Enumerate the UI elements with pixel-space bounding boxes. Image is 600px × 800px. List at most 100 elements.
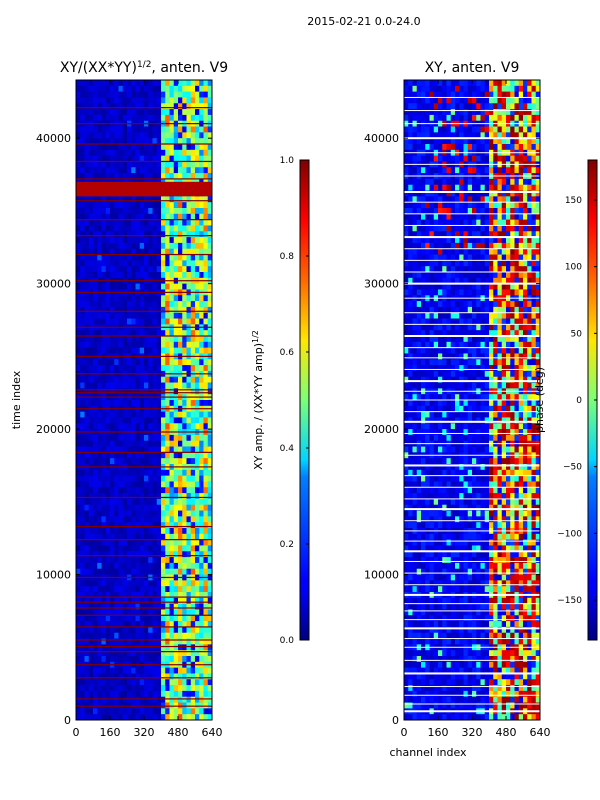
amplitude-cell [161, 80, 166, 87]
amplitude-cell [131, 173, 136, 180]
amplitude-cell [84, 644, 90, 651]
amplitude-cell [182, 202, 187, 209]
phase-cell [484, 126, 490, 133]
amplitude-cell [80, 149, 85, 156]
phase-cell [484, 301, 490, 308]
phase-cell [510, 85, 515, 92]
amplitude-cell [195, 621, 200, 628]
phase-cell [450, 208, 456, 215]
amplitude-cell [110, 446, 115, 453]
amplitude-cell [131, 260, 136, 267]
amplitude-cell [131, 516, 136, 523]
phase-cell [476, 283, 481, 290]
amplitude-cell [161, 597, 166, 604]
amplitude-cell [110, 312, 115, 319]
amplitude-cell [156, 626, 162, 634]
phase-cell [535, 144, 540, 151]
phase-cell [421, 97, 426, 104]
amplitude-cell [161, 132, 166, 139]
amplitude-cell [80, 306, 85, 314]
amplitude-cell [199, 242, 204, 250]
phase-cell [484, 248, 490, 255]
amplitude-cell [156, 248, 162, 255]
amplitude-cell [203, 592, 209, 599]
amplitude-cell [80, 341, 85, 348]
amplitude-cell [182, 673, 187, 680]
amplitude-cell [190, 161, 196, 168]
amplitude-cell [93, 667, 98, 674]
phase-cell [455, 277, 460, 284]
amplitude-cell [178, 487, 183, 494]
amplitude-cell [207, 341, 212, 348]
amplitude-cell [152, 341, 158, 348]
amplitude-cell [199, 359, 204, 366]
amplitude-cell [195, 208, 200, 215]
amplitude-cell [161, 650, 166, 657]
amplitude-cell [161, 656, 166, 663]
amplitude-cell [182, 644, 187, 651]
phase-cell [523, 266, 528, 273]
amplitude-cell [178, 272, 183, 279]
amplitude-cell [207, 632, 212, 639]
amplitude-cell [76, 504, 81, 511]
amplitude-cell [135, 487, 141, 494]
amplitude-cell [195, 679, 200, 686]
amplitude-cell [195, 283, 200, 290]
amplitude-cell [199, 80, 204, 87]
amplitude-cell [173, 650, 179, 657]
amplitude-cell [118, 510, 124, 517]
phase-cell [429, 132, 435, 139]
amplitude-cell [122, 336, 128, 343]
amplitude-cell [165, 97, 170, 104]
phase-cell [412, 126, 418, 133]
amplitude-cell [139, 417, 145, 424]
phase-cell [523, 231, 528, 238]
phase-cell [463, 155, 469, 162]
amplitude-cell [156, 365, 162, 372]
amplitude-cell [195, 341, 200, 348]
amplitude-cell [105, 97, 111, 104]
amplitude-cell [127, 144, 132, 151]
phase-cell [416, 196, 422, 203]
amplitude-cell [88, 295, 94, 302]
amplitude-cell [80, 283, 85, 290]
phase-cell [484, 178, 490, 186]
amplitude-cell [101, 580, 107, 587]
amplitude-cell [148, 283, 153, 290]
amplitude-cell [105, 557, 111, 564]
phase-cell [425, 85, 430, 92]
amplitude-cell [178, 475, 183, 482]
amplitude-cell [182, 528, 187, 535]
amplitude-cell [199, 528, 204, 535]
amplitude-cell [203, 91, 209, 98]
amplitude-cell [207, 539, 212, 546]
amplitude-cell [97, 597, 102, 604]
amplitude-cell [173, 621, 179, 628]
amplitude-cell [76, 446, 81, 453]
phase-cell [510, 132, 515, 139]
amplitude-cell [190, 254, 196, 261]
amplitude-cell [178, 498, 183, 506]
phase-cell [438, 272, 443, 279]
amplitude-cell [207, 254, 212, 261]
amplitude-cell [186, 493, 192, 500]
amplitude-cell [139, 510, 145, 517]
amplitude-cell [110, 376, 115, 383]
amplitude-cell [76, 493, 81, 500]
amplitude-cell [144, 138, 149, 145]
phase-cell [438, 219, 443, 226]
amplitude-cell [139, 690, 145, 698]
amplitude-cell [165, 714, 170, 720]
amplitude-cell [118, 481, 124, 488]
phase-cell [510, 184, 515, 191]
phase-cell [523, 283, 528, 290]
amplitude-flag-row [76, 280, 212, 282]
amplitude-cell [114, 359, 119, 366]
phase-cell [510, 190, 515, 197]
phase-cell [476, 213, 481, 220]
phase-cell [438, 260, 443, 267]
phase-cell [412, 283, 418, 290]
amplitude-cell [127, 202, 132, 209]
phase-cell [506, 184, 511, 191]
amplitude-cell [135, 306, 141, 314]
